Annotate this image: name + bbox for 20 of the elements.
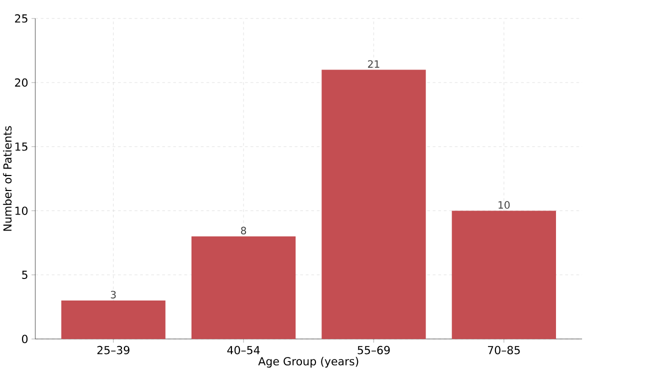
bar <box>322 70 426 339</box>
data-label: 3 <box>110 290 116 298</box>
y-tick-label: 25 <box>15 14 28 23</box>
y-tick-label: 15 <box>15 142 28 151</box>
y-tick-label: 0 <box>22 334 28 344</box>
x-axis-title: Age Group (years) <box>258 356 358 368</box>
x-tick-label: 55–69 <box>358 346 390 354</box>
y-tick-label: 20 <box>15 78 28 87</box>
bar <box>191 236 296 339</box>
data-label: 8 <box>241 226 246 234</box>
data-label: 21 <box>368 60 380 68</box>
x-tick-label: 70–85 <box>488 346 520 354</box>
x-tick-label: 40–54 <box>227 346 260 354</box>
data-label: 10 <box>498 200 510 209</box>
bar <box>452 210 556 339</box>
y-tick-label: 5 <box>22 270 28 279</box>
bar <box>61 300 166 339</box>
y-axis-title: Number of Patients <box>3 126 12 231</box>
y-tick-label: 10 <box>15 206 28 215</box>
x-tick-label: 25–39 <box>97 346 130 354</box>
